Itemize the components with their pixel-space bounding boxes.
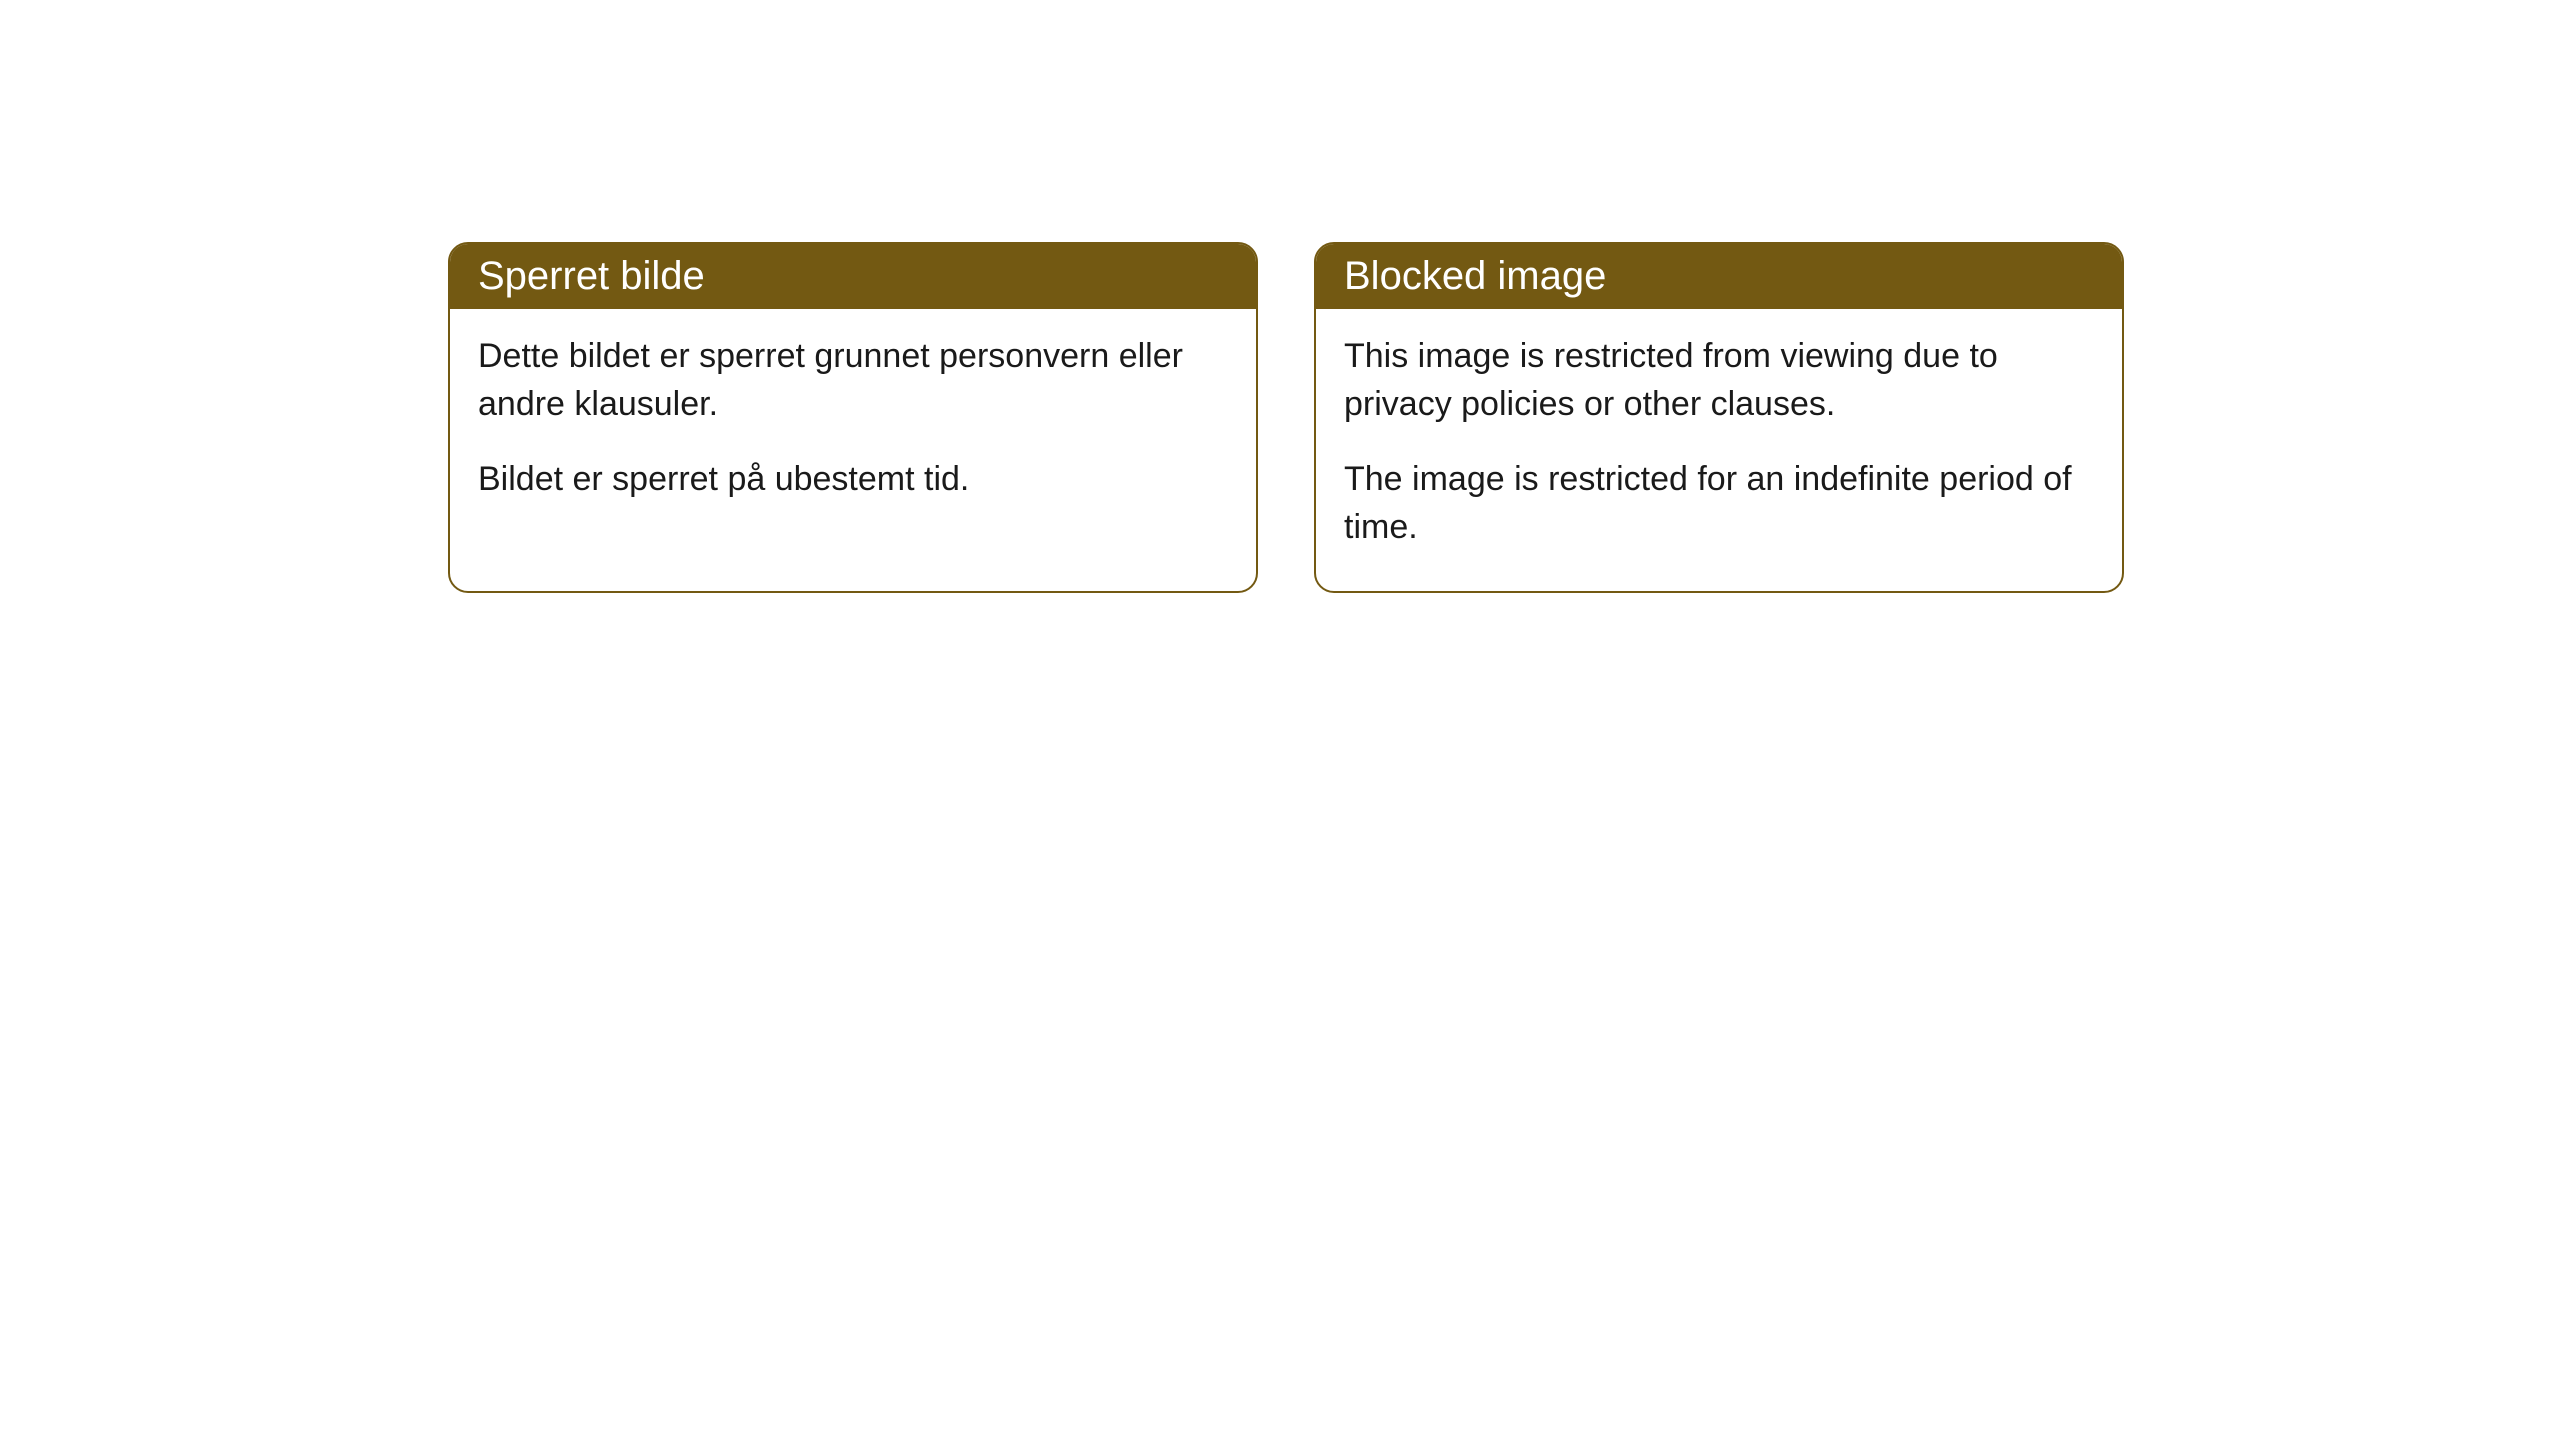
card-title: Blocked image [1344,254,1606,298]
card-paragraph: The image is restricted for an indefinit… [1344,456,2094,551]
card-body: This image is restricted from viewing du… [1316,309,2122,591]
card-header: Sperret bilde [450,244,1256,309]
notice-card-norwegian: Sperret bilde Dette bildet er sperret gr… [448,242,1258,593]
card-header: Blocked image [1316,244,2122,309]
notice-container: Sperret bilde Dette bildet er sperret gr… [0,0,2560,593]
card-paragraph: This image is restricted from viewing du… [1344,333,2094,428]
card-body: Dette bildet er sperret grunnet personve… [450,309,1256,544]
card-title: Sperret bilde [478,254,705,298]
card-paragraph: Dette bildet er sperret grunnet personve… [478,333,1228,428]
card-paragraph: Bildet er sperret på ubestemt tid. [478,456,1228,504]
notice-card-english: Blocked image This image is restricted f… [1314,242,2124,593]
